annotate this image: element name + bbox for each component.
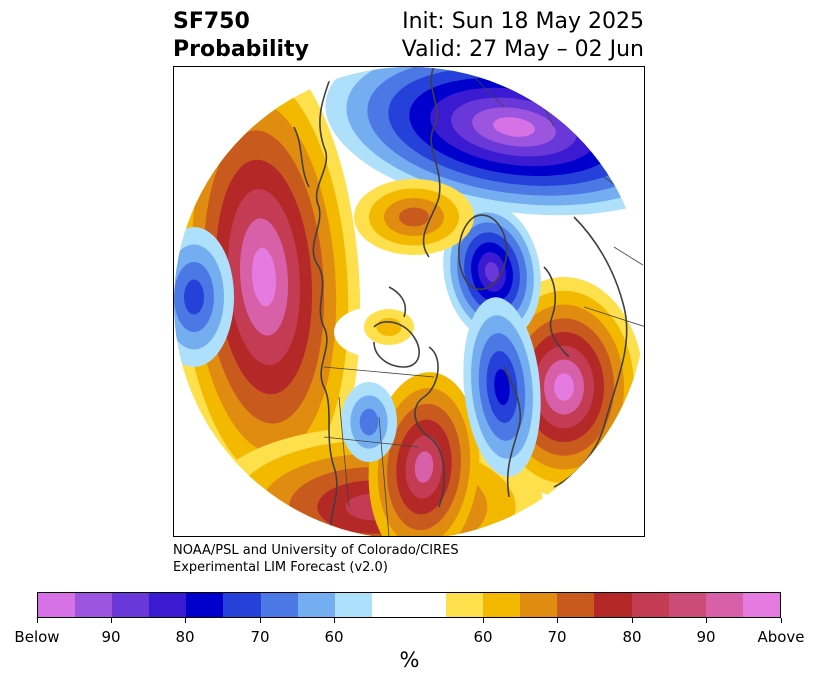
colorbar-tick-mark xyxy=(780,618,782,623)
init-date: Init: Sun 18 May 2025 xyxy=(402,9,644,34)
border-path xyxy=(378,416,390,536)
product-title: Probability xyxy=(173,37,309,62)
colorbar-segment xyxy=(186,593,224,617)
border-path xyxy=(473,76,505,108)
colorbar-segment xyxy=(557,593,595,617)
colorbar-tick-label: 60 xyxy=(324,628,344,646)
coastline-path xyxy=(543,266,570,358)
atlantic-above-lobe xyxy=(554,373,574,401)
colorbar-tick-label: 60 xyxy=(473,628,493,646)
colorbar-segment xyxy=(742,593,780,617)
credit: NOAA/PSL and University of Colorado/CIRE… xyxy=(173,542,459,576)
colorbar-segment xyxy=(594,593,632,617)
bering-below-lobe xyxy=(184,279,204,315)
colorbar-segment xyxy=(705,593,743,617)
colorbar-tick-label: 80 xyxy=(175,628,195,646)
valid-dates: Valid: 27 May – 02 Jun xyxy=(401,37,644,62)
colorbar-tick-label: 70 xyxy=(547,628,567,646)
coastline-path xyxy=(312,67,338,536)
colorbar-segment xyxy=(75,593,113,617)
border-path xyxy=(583,306,644,328)
border-path xyxy=(593,126,644,138)
coastline-path xyxy=(388,286,407,318)
colorbar-segment xyxy=(371,593,409,617)
colorbar-segment xyxy=(149,593,187,617)
title-right: Init: Sun 18 May 2025 Valid: 27 May – 02… xyxy=(402,8,644,64)
colorbar-segment xyxy=(668,593,706,617)
arctic-below-lobe xyxy=(485,262,499,282)
coastline-path xyxy=(293,126,310,188)
arctic-above-patch xyxy=(376,318,402,336)
colorbar-tick-label: Below xyxy=(14,628,60,646)
pacific-above-lobe xyxy=(251,247,277,307)
credit-line-1: NOAA/PSL and University of Colorado/CIRE… xyxy=(173,543,459,558)
probability-fields xyxy=(174,67,644,536)
probability-map xyxy=(174,67,644,536)
colorbar-tick-mark xyxy=(110,618,112,623)
colorbar-segment xyxy=(483,593,521,617)
colorbar-segment xyxy=(223,593,261,617)
colorbar-tick-mark xyxy=(333,618,335,623)
colorbar-tick-label: 90 xyxy=(696,628,716,646)
colorbar xyxy=(37,592,781,618)
coastline-path xyxy=(422,67,441,258)
border-path xyxy=(338,396,350,508)
coastline-path xyxy=(458,214,508,291)
colorbar-segment xyxy=(520,593,558,617)
colorbar-unit: % xyxy=(399,648,420,672)
colorbar-segment xyxy=(38,593,76,617)
credit-line-2: Experimental LIM Forecast (v2.0) xyxy=(173,560,388,575)
colorbar-tick-mark xyxy=(184,618,186,623)
colorbar-segment xyxy=(260,593,298,617)
colorbar-tick-mark xyxy=(631,618,633,623)
colorbar-segment xyxy=(446,593,484,617)
canada-below-patch xyxy=(359,408,379,436)
coastline-path xyxy=(373,321,420,368)
colorbar-segment xyxy=(297,593,335,617)
border-path xyxy=(323,436,420,448)
colorbar-segment xyxy=(334,593,372,617)
colorbar-tick-mark xyxy=(259,618,261,623)
border-path xyxy=(613,246,644,268)
colorbar-segment xyxy=(631,593,669,617)
colorbar-tick-label: 80 xyxy=(622,628,642,646)
siberia-below-lobe xyxy=(493,117,535,137)
colorbar-tick-mark xyxy=(36,618,38,623)
border-path xyxy=(323,366,435,378)
colorbar-tick-label: Above xyxy=(757,628,805,646)
map-panel xyxy=(173,66,645,537)
colorbar-segment xyxy=(408,593,447,617)
colorbar-tick-label: 70 xyxy=(250,628,270,646)
eastern-us-above-lobe xyxy=(414,451,434,483)
siberia-above-patch xyxy=(399,207,429,227)
colorbar-tick-label: 90 xyxy=(101,628,121,646)
coastline-path xyxy=(503,366,522,498)
colorbar-tick-mark xyxy=(556,618,558,623)
atlantic-below-lobe xyxy=(494,369,510,405)
colorbar-tick-mark xyxy=(482,618,484,623)
title-left: SF750 Probability xyxy=(173,8,309,64)
variable-title: SF750 xyxy=(173,9,250,34)
colorbar-tick-mark xyxy=(705,618,707,623)
coastline-path xyxy=(414,346,445,508)
colorbar-segment xyxy=(112,593,150,617)
